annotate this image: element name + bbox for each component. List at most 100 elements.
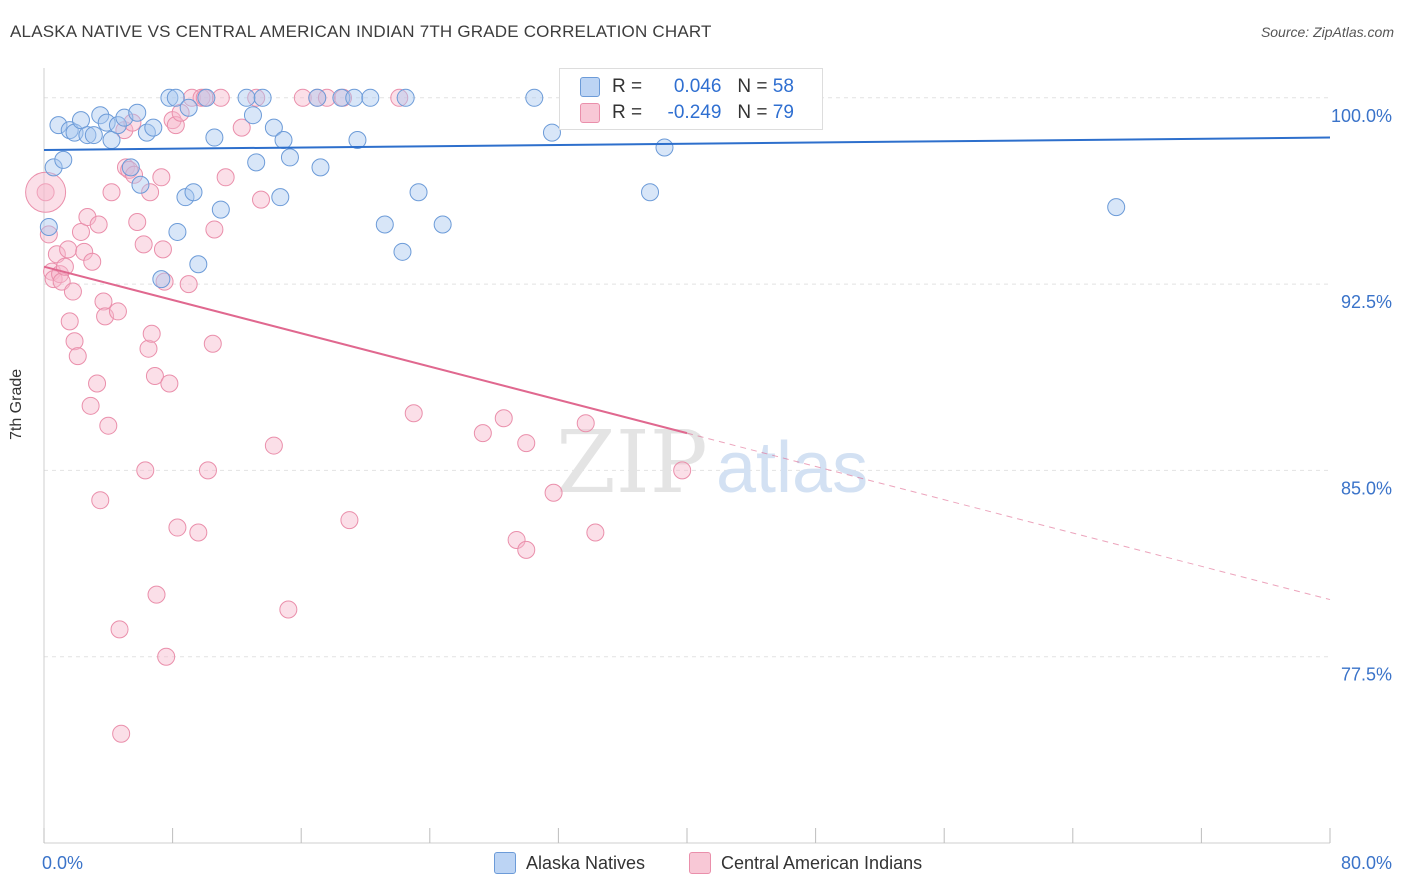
data-point-central-american-indians (216, 168, 235, 187)
data-point-central-american-indians (473, 424, 492, 443)
legend-r-value: 0.046 (673, 76, 722, 97)
data-point-alaska-natives (253, 88, 272, 107)
watermark-zip: ZIP (556, 413, 708, 513)
data-point-alaska-natives (71, 111, 90, 130)
data-point-central-american-indians (141, 183, 160, 202)
data-point-central-american-indians (39, 225, 58, 244)
y-tick-label: 77.5% (1341, 665, 1392, 685)
legend-item-alaska-natives: Alaska Natives (494, 852, 645, 874)
data-point-alaska-natives (345, 88, 364, 107)
data-point-alaska-natives (348, 131, 367, 150)
data-point-alaska-natives (189, 255, 208, 274)
legend-row-central-american-indians: R = -0.249 N = 79 (580, 101, 794, 125)
data-point-central-american-indians (110, 620, 129, 639)
data-point-central-american-indians (136, 461, 155, 480)
grid-lines (44, 97, 1330, 658)
data-point-central-american-indians (139, 339, 158, 358)
data-point-central-american-indians (83, 252, 102, 271)
data-point-alaska-natives (641, 183, 660, 202)
data-point-central-american-indians (576, 414, 595, 433)
legend-swatch-blue (494, 852, 516, 874)
data-point-central-american-indians (59, 240, 78, 259)
chart-title: ALASKA NATIVE VS CENTRAL AMERICAN INDIAN… (10, 22, 712, 41)
trend-line-central-american-indians (43, 265, 688, 435)
y-tick-label: 85.0% (1341, 478, 1392, 498)
data-point-central-american-indians (189, 523, 208, 542)
data-point-central-american-indians (155, 272, 174, 291)
y-tick-label: 100.0% (1331, 106, 1392, 126)
data-point-central-american-indians (78, 208, 97, 227)
data-point-alaska-natives (84, 126, 103, 145)
data-point-central-american-indians (94, 292, 113, 311)
data-point-central-american-indians (152, 168, 171, 187)
data-point-alaska-natives (166, 88, 185, 107)
legend-r-label: R = (612, 76, 643, 97)
data-point-central-american-indians (390, 88, 409, 107)
data-point-alaska-natives (44, 158, 63, 177)
data-point-alaska-natives (152, 270, 171, 289)
data-point-alaska-natives (121, 158, 140, 177)
data-point-alaska-natives (274, 131, 293, 150)
data-point-alaska-natives (247, 153, 266, 172)
legend-r-value: -0.249 (667, 102, 722, 123)
data-point-central-american-indians (279, 600, 298, 619)
data-point-alaska-natives (205, 128, 224, 147)
data-point-central-american-indians-cluster (25, 171, 67, 213)
data-point-alaska-natives (396, 88, 415, 107)
data-point-central-american-indians (60, 312, 79, 331)
data-point-alaska-natives (271, 188, 290, 207)
legend-swatch-blue (580, 77, 600, 97)
data-point-central-american-indians (211, 88, 230, 107)
data-point-central-american-indians (88, 374, 107, 393)
data-point-alaska-natives (108, 116, 127, 135)
legend-swatch-pink (580, 103, 600, 123)
data-point-central-american-indians (157, 647, 176, 666)
data-point-central-american-indians (36, 183, 55, 202)
data-point-alaska-natives (128, 103, 147, 122)
data-point-central-american-indians (404, 404, 423, 423)
data-point-central-american-indians (142, 324, 161, 343)
data-point-central-american-indians (147, 585, 166, 604)
y-tick-label: 92.5% (1341, 292, 1392, 312)
legend-n-label: N = (737, 102, 768, 123)
source-label: Source: ZipAtlas.com (1260, 24, 1394, 40)
trend-lines (43, 136, 1331, 601)
data-point-alaska-natives (237, 88, 256, 107)
data-point-alaska-natives (39, 217, 58, 236)
legend-r-label: R = (612, 102, 643, 123)
correlation-legend: R = 0.046 N = 58 R = -0.249 N = 79 (559, 68, 823, 130)
data-point-alaska-natives (308, 88, 327, 107)
data-point-central-american-indians (205, 220, 224, 239)
data-point-central-american-indians (179, 275, 198, 294)
data-point-alaska-natives (542, 123, 561, 142)
data-point-central-american-indians (586, 523, 605, 542)
data-point-central-american-indians (517, 434, 536, 453)
data-point-alaska-natives (184, 183, 203, 202)
data-point-alaska-natives (433, 215, 452, 234)
legend-n-label: N = (737, 76, 768, 97)
data-point-central-american-indians (128, 213, 147, 232)
points-alaska-natives (39, 88, 1126, 289)
data-point-central-american-indians (203, 334, 222, 353)
data-point-central-american-indians (91, 491, 110, 510)
data-point-alaska-natives (264, 118, 283, 137)
data-point-central-american-indians (112, 724, 131, 743)
legend-label: Alaska Natives (526, 852, 646, 873)
data-point-alaska-natives (1107, 198, 1126, 217)
data-point-central-american-indians (264, 436, 283, 455)
data-point-central-american-indians (65, 332, 84, 351)
data-point-alaska-natives (280, 148, 299, 167)
trend-line-central-american-indians-extension (686, 432, 1331, 601)
data-point-central-american-indians (182, 88, 201, 107)
data-point-central-american-indians (317, 88, 336, 107)
data-point-alaska-natives (311, 158, 330, 177)
trend-line-alaska-natives (43, 136, 1331, 151)
data-point-central-american-indians (247, 88, 266, 107)
data-point-alaska-natives (54, 150, 73, 169)
data-point-alaska-natives (375, 215, 394, 234)
data-point-central-american-indians (52, 272, 71, 291)
data-point-central-american-indians (68, 347, 87, 366)
legend-item-central-american-indians: Central American Indians (689, 852, 922, 874)
data-point-central-american-indians (102, 183, 121, 202)
